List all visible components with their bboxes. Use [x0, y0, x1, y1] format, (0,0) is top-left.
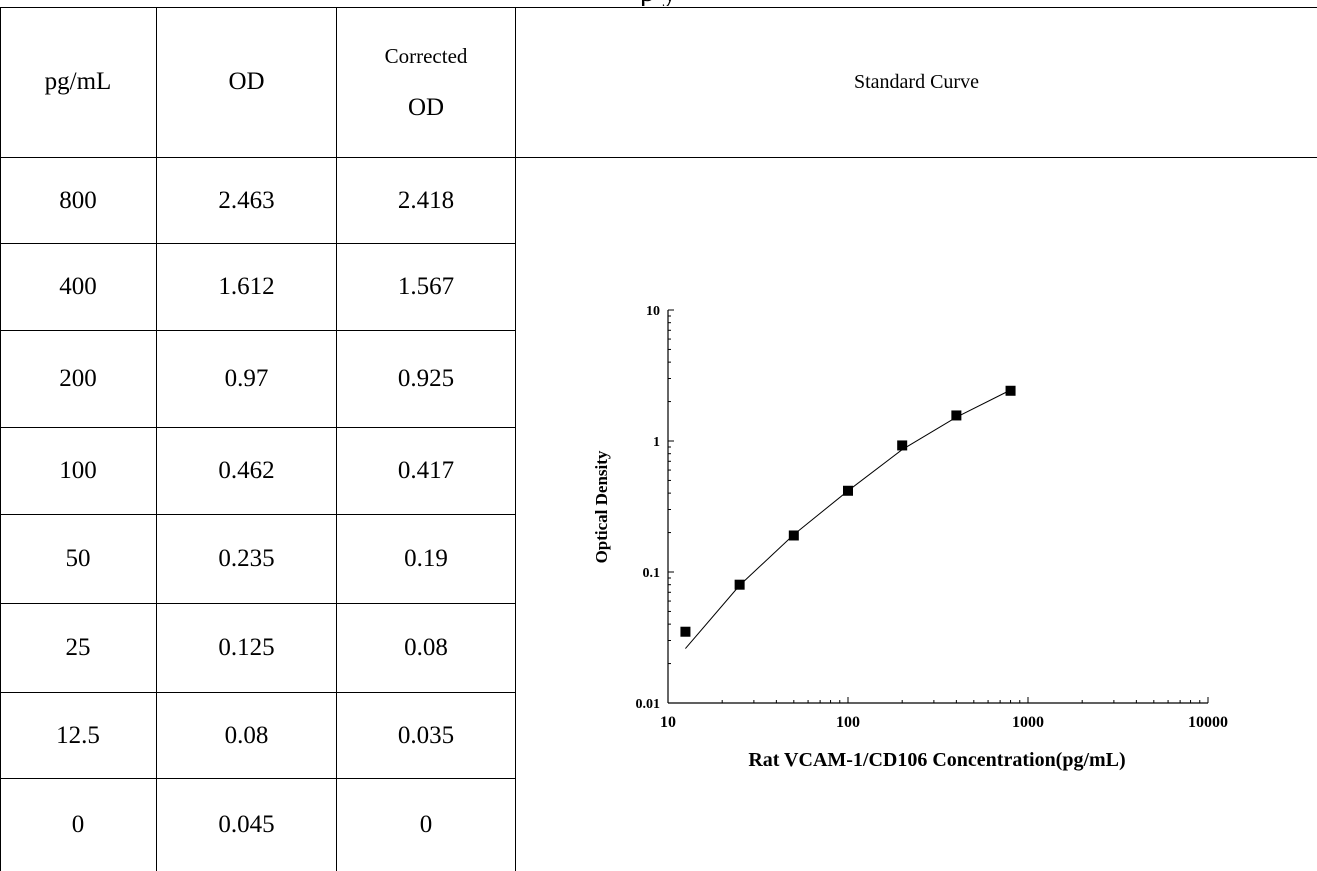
x-tick-label: 10000: [1188, 714, 1228, 731]
y-axis-ticks: 0.01 0.1 1 10: [636, 304, 674, 712]
header-standard-curve: Standard Curve: [854, 71, 979, 93]
y-tick-label: 1: [653, 435, 660, 450]
y-tick-label: 0.1: [643, 566, 661, 581]
data-point: [680, 626, 691, 637]
y-axis-label: Optical Density: [592, 450, 611, 563]
fit-curve: [685, 389, 1011, 649]
cell-corrected-od: 0.035: [397, 721, 455, 749]
x-tick-label: 100: [836, 714, 860, 731]
data-point: [897, 440, 908, 451]
cell-od: 2.463: [218, 186, 275, 214]
x-axis-label: Rat VCAM-1/CD106 Concentration(pg/mL): [748, 749, 1125, 771]
cell-conc: 200: [59, 365, 97, 392]
x-axis-ticks: 10 100 1000 10000: [660, 697, 1228, 731]
y-tick-label: 10: [646, 304, 660, 319]
header-od: OD: [228, 68, 265, 95]
cell-od: 0.235: [218, 545, 275, 572]
data-point: [1005, 385, 1016, 396]
cell-od: 0.125: [218, 634, 275, 661]
header-corrected-line2: OD: [407, 94, 445, 121]
cell-corrected-od: 0.08: [404, 634, 448, 661]
data-point: [843, 485, 853, 496]
cell-corrected-od: 0: [419, 811, 433, 838]
header-corrected-line1: Corrected: [384, 44, 468, 68]
cell-od: 0.08: [224, 721, 269, 749]
cell-od: 0.045: [218, 811, 275, 838]
cell-conc: 800: [59, 186, 97, 214]
cell-conc: 12.5: [56, 721, 100, 749]
cell-od: 1.612: [218, 273, 275, 300]
header-pg-ml: pg/mL: [44, 68, 112, 95]
data-point: [951, 410, 962, 421]
data-point: [734, 579, 745, 590]
page-title-fragment: p y: [0, 0, 1317, 6]
header-corrected-od: Corrected OD: [337, 7, 515, 157]
y-tick-label: 0.01: [636, 697, 661, 712]
data-points: [680, 385, 1016, 637]
cell-od: 0.462: [218, 457, 275, 484]
table-top-border: [0, 7, 1317, 8]
cell-corrected-od: 2.418: [397, 186, 455, 214]
x-tick-label: 1000: [1012, 714, 1044, 731]
cell-corrected-od: 1.567: [397, 273, 455, 300]
cell-conc: 25: [65, 634, 91, 661]
cell-conc: 400: [59, 273, 97, 300]
cell-corrected-od: 0.19: [404, 545, 448, 572]
x-tick-label: 10: [660, 714, 676, 731]
cell-corrected-od: 0.925: [397, 365, 455, 392]
cell-corrected-od: 0.417: [397, 457, 455, 484]
cell-conc: 100: [59, 457, 97, 484]
cell-od: 0.97: [224, 365, 269, 392]
data-point: [788, 530, 799, 541]
cell-conc: 50: [65, 545, 91, 572]
cell-conc: 0: [71, 811, 85, 838]
